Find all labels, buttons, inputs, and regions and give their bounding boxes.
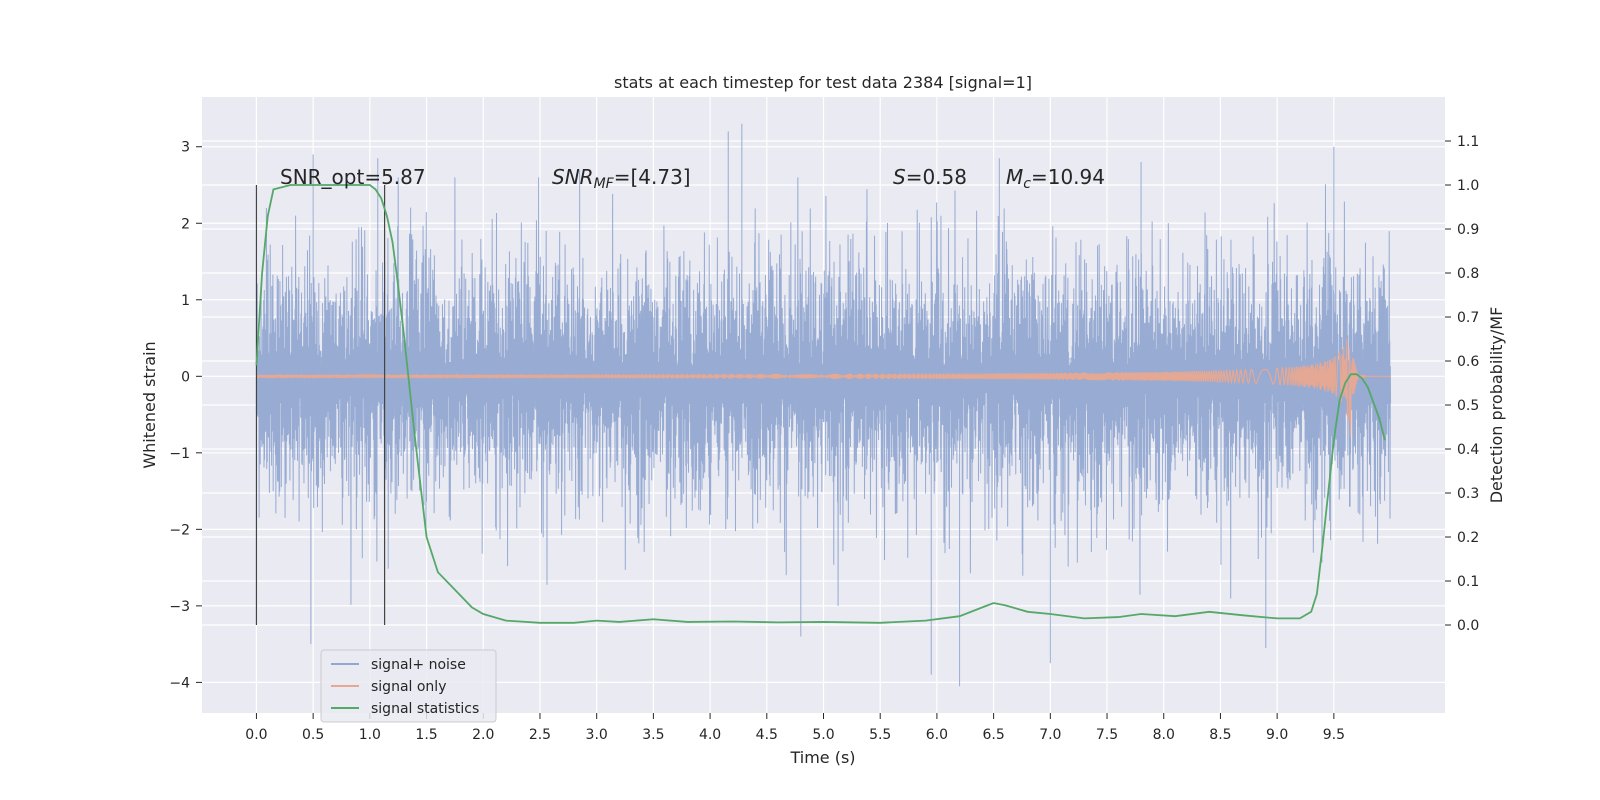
annotation-mc-var: M	[1006, 165, 1023, 189]
y-left-tick-label: 0	[181, 369, 190, 385]
x-tick-label: 7.5	[1096, 727, 1118, 743]
annotation-s-value: =0.58	[906, 165, 967, 189]
legend: signal+ noise signal only signal statist…	[320, 649, 497, 723]
y-right-tick-label: 0.2	[1457, 530, 1479, 546]
annotation-snr-mf-sub: MF	[594, 176, 615, 192]
y-left-tick-label: −4	[169, 675, 190, 691]
signal-noise-series	[255, 123, 1392, 687]
y-right-axis-label: Detection probability/MF	[1487, 307, 1506, 504]
annotation-mc: Mc=10.94	[1006, 165, 1105, 192]
annotation-s: S=0.58	[893, 165, 967, 189]
signal-only-line	[256, 338, 1391, 437]
legend-box	[320, 649, 497, 723]
annotation-snr-mf: SNRMF=[4.73]	[552, 165, 691, 192]
x-tick-label: 3.0	[586, 727, 608, 743]
legend-label-signal-statistics: signal statistics	[371, 701, 479, 717]
y-right-tick-label: 0.1	[1457, 574, 1479, 590]
y-left-tick-label: −3	[169, 599, 190, 615]
x-tick-label: 1.5	[415, 727, 437, 743]
y-right-tick-label: 0.0	[1457, 618, 1479, 634]
y-right-tick-label: 0.3	[1457, 486, 1479, 502]
signal-statistics-series	[255, 184, 1386, 624]
y-left-tick-label: −1	[169, 446, 190, 462]
y-right-tick-label: 0.8	[1457, 266, 1479, 282]
y-right-tick-label: 1.1	[1457, 134, 1479, 150]
y-left-axis-ticks: 3 2 1 0 −1 −2 −3 −4	[169, 140, 202, 691]
annotation-snr-opt: SNR_opt=5.87	[280, 165, 426, 189]
x-tick-label: 8.5	[1209, 727, 1231, 743]
y-left-axis-label: Whitened strain	[140, 341, 159, 468]
signal-noise-line	[255, 123, 1392, 687]
legend-label-signal-noise: signal+ noise	[371, 657, 466, 673]
x-tick-label: 0.5	[302, 727, 324, 743]
y-right-tick-label: 0.4	[1457, 442, 1479, 458]
x-axis-label: Time (s)	[789, 748, 855, 767]
legend-label-signal-only: signal only	[371, 679, 446, 695]
x-tick-label: 0.0	[245, 727, 267, 743]
x-tick-label: 2.5	[529, 727, 551, 743]
y-right-tick-label: 1.0	[1457, 178, 1479, 194]
x-tick-label: 8.0	[1153, 727, 1175, 743]
y-right-tick-label: 0.7	[1457, 310, 1479, 326]
x-tick-label: 4.5	[756, 727, 778, 743]
annotation-mc-sub: c	[1023, 176, 1031, 192]
annotation-s-var: S	[893, 165, 906, 189]
annotation-mc-value: =10.94	[1031, 165, 1105, 189]
y-right-axis-ticks: 1.1 1.0 0.9 0.8 0.7 0.6 0.5 0.4 0.3 0.2 0.1 0.0	[1445, 134, 1479, 634]
annotation-snr-mf-value: =[4.73]	[614, 165, 691, 189]
y-right-tick-label: 0.5	[1457, 398, 1479, 414]
x-tick-label: 2.0	[472, 727, 494, 743]
x-tick-label: 7.0	[1039, 727, 1061, 743]
y-left-tick-label: −2	[169, 522, 190, 538]
annotation-snr-mf-main: SNR	[552, 165, 594, 189]
x-axis-ticks: 0.0 0.5 1.0 1.5 2.0 2.5 3.0 3.5 4.0 4.5 5.0 5.5 6.0 6…	[245, 713, 1345, 743]
x-tick-label: 6.0	[926, 727, 948, 743]
y-left-tick-label: 1	[181, 293, 190, 309]
chart-title: stats at each timestep for test data 238…	[614, 73, 1032, 92]
y-left-tick-label: 3	[181, 140, 190, 156]
signal-only-series	[256, 338, 1391, 437]
vertical-markers	[255, 185, 386, 625]
x-tick-label: 1.0	[359, 727, 381, 743]
x-tick-label: 9.5	[1323, 727, 1345, 743]
y-left-tick-label: 2	[181, 216, 190, 232]
signal-statistics-line	[255, 184, 1386, 624]
y-right-tick-label: 0.9	[1457, 222, 1479, 238]
y-right-tick-label: 0.6	[1457, 354, 1479, 370]
x-tick-label: 9.0	[1266, 727, 1288, 743]
x-tick-label: 3.5	[642, 727, 664, 743]
x-tick-label: 5.5	[869, 727, 891, 743]
x-tick-label: 4.0	[699, 727, 721, 743]
x-tick-label: 6.5	[982, 727, 1004, 743]
x-tick-label: 5.0	[812, 727, 834, 743]
